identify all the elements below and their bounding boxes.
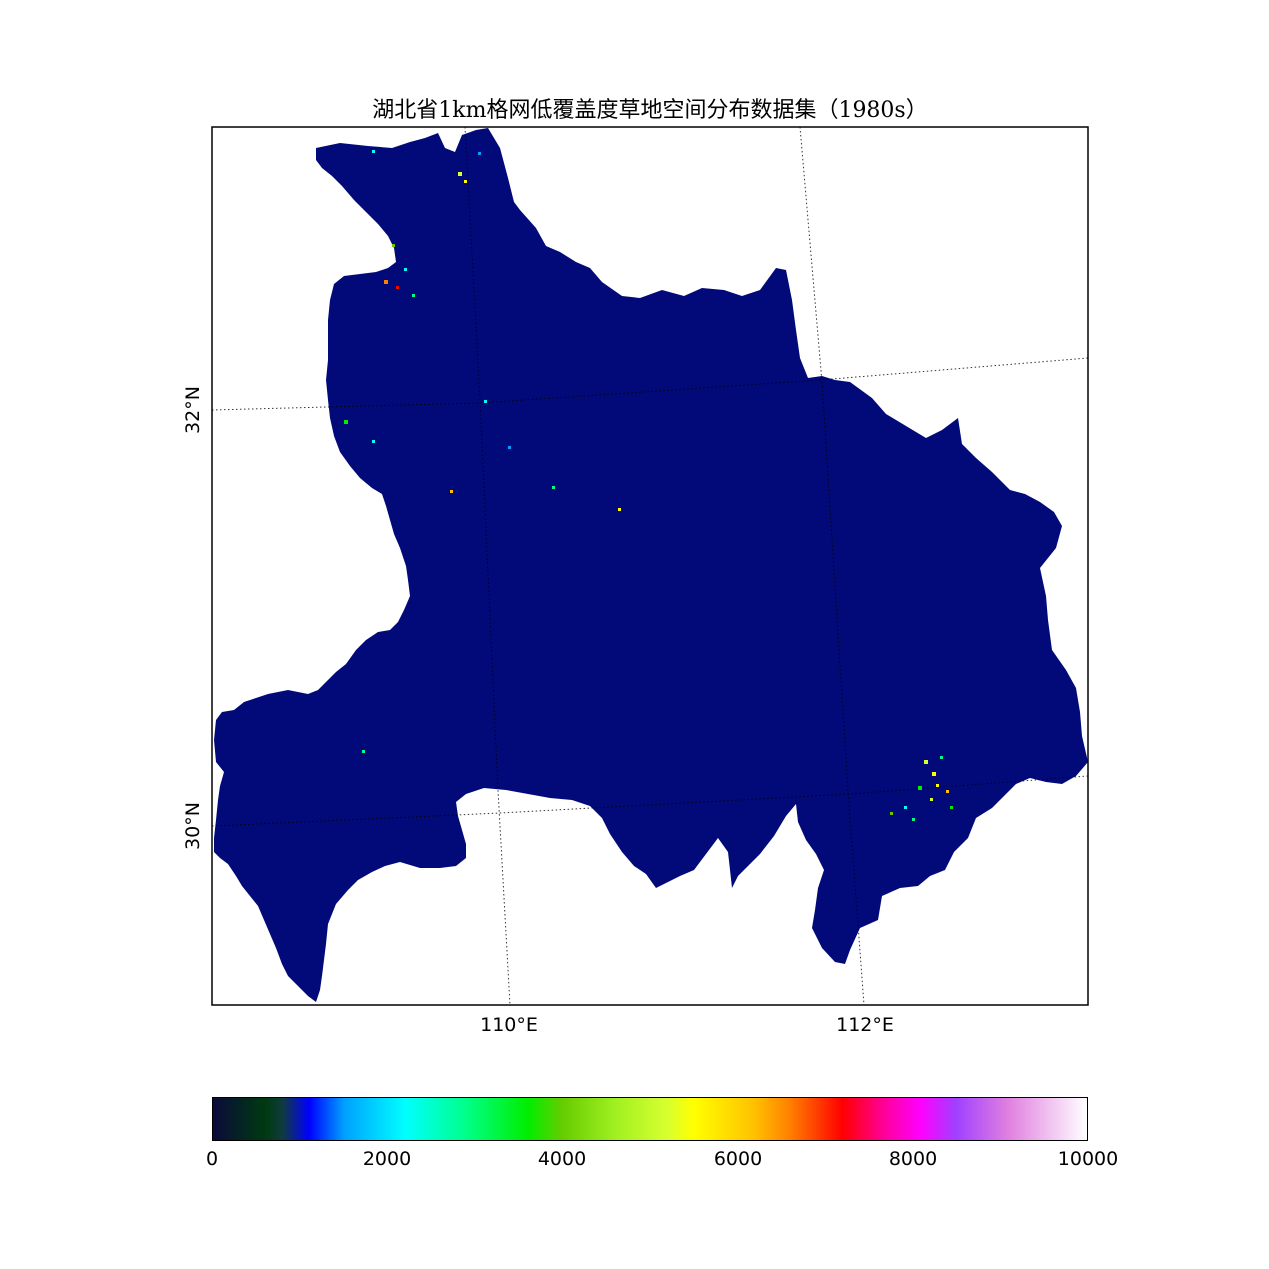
colorbar-tick-6000: 6000 <box>713 1148 763 1170</box>
colorbar-tick-2000: 2000 <box>362 1148 412 1170</box>
lon-label-112: 112°E <box>836 1014 894 1036</box>
lon-label-110: 110°E <box>480 1014 538 1036</box>
lat-label-32: 32°N <box>182 386 204 434</box>
lat-label-30: 30°N <box>182 802 204 850</box>
colorbar-tick-0: 0 <box>205 1148 219 1170</box>
colorbar <box>212 1097 1088 1141</box>
map-title: 湖北省1km格网低覆盖度草地空间分布数据集（1980s） <box>372 98 928 123</box>
grassland-pixels <box>344 150 953 821</box>
colorbar-tick-8000: 8000 <box>888 1148 938 1170</box>
graticule <box>212 127 1088 1005</box>
hubei-province-shape <box>214 128 1088 1002</box>
colorbar-tick-10000: 10000 <box>1057 1148 1119 1170</box>
map-frame-border <box>211 126 1089 1006</box>
colorbar-tick-4000: 4000 <box>537 1148 587 1170</box>
